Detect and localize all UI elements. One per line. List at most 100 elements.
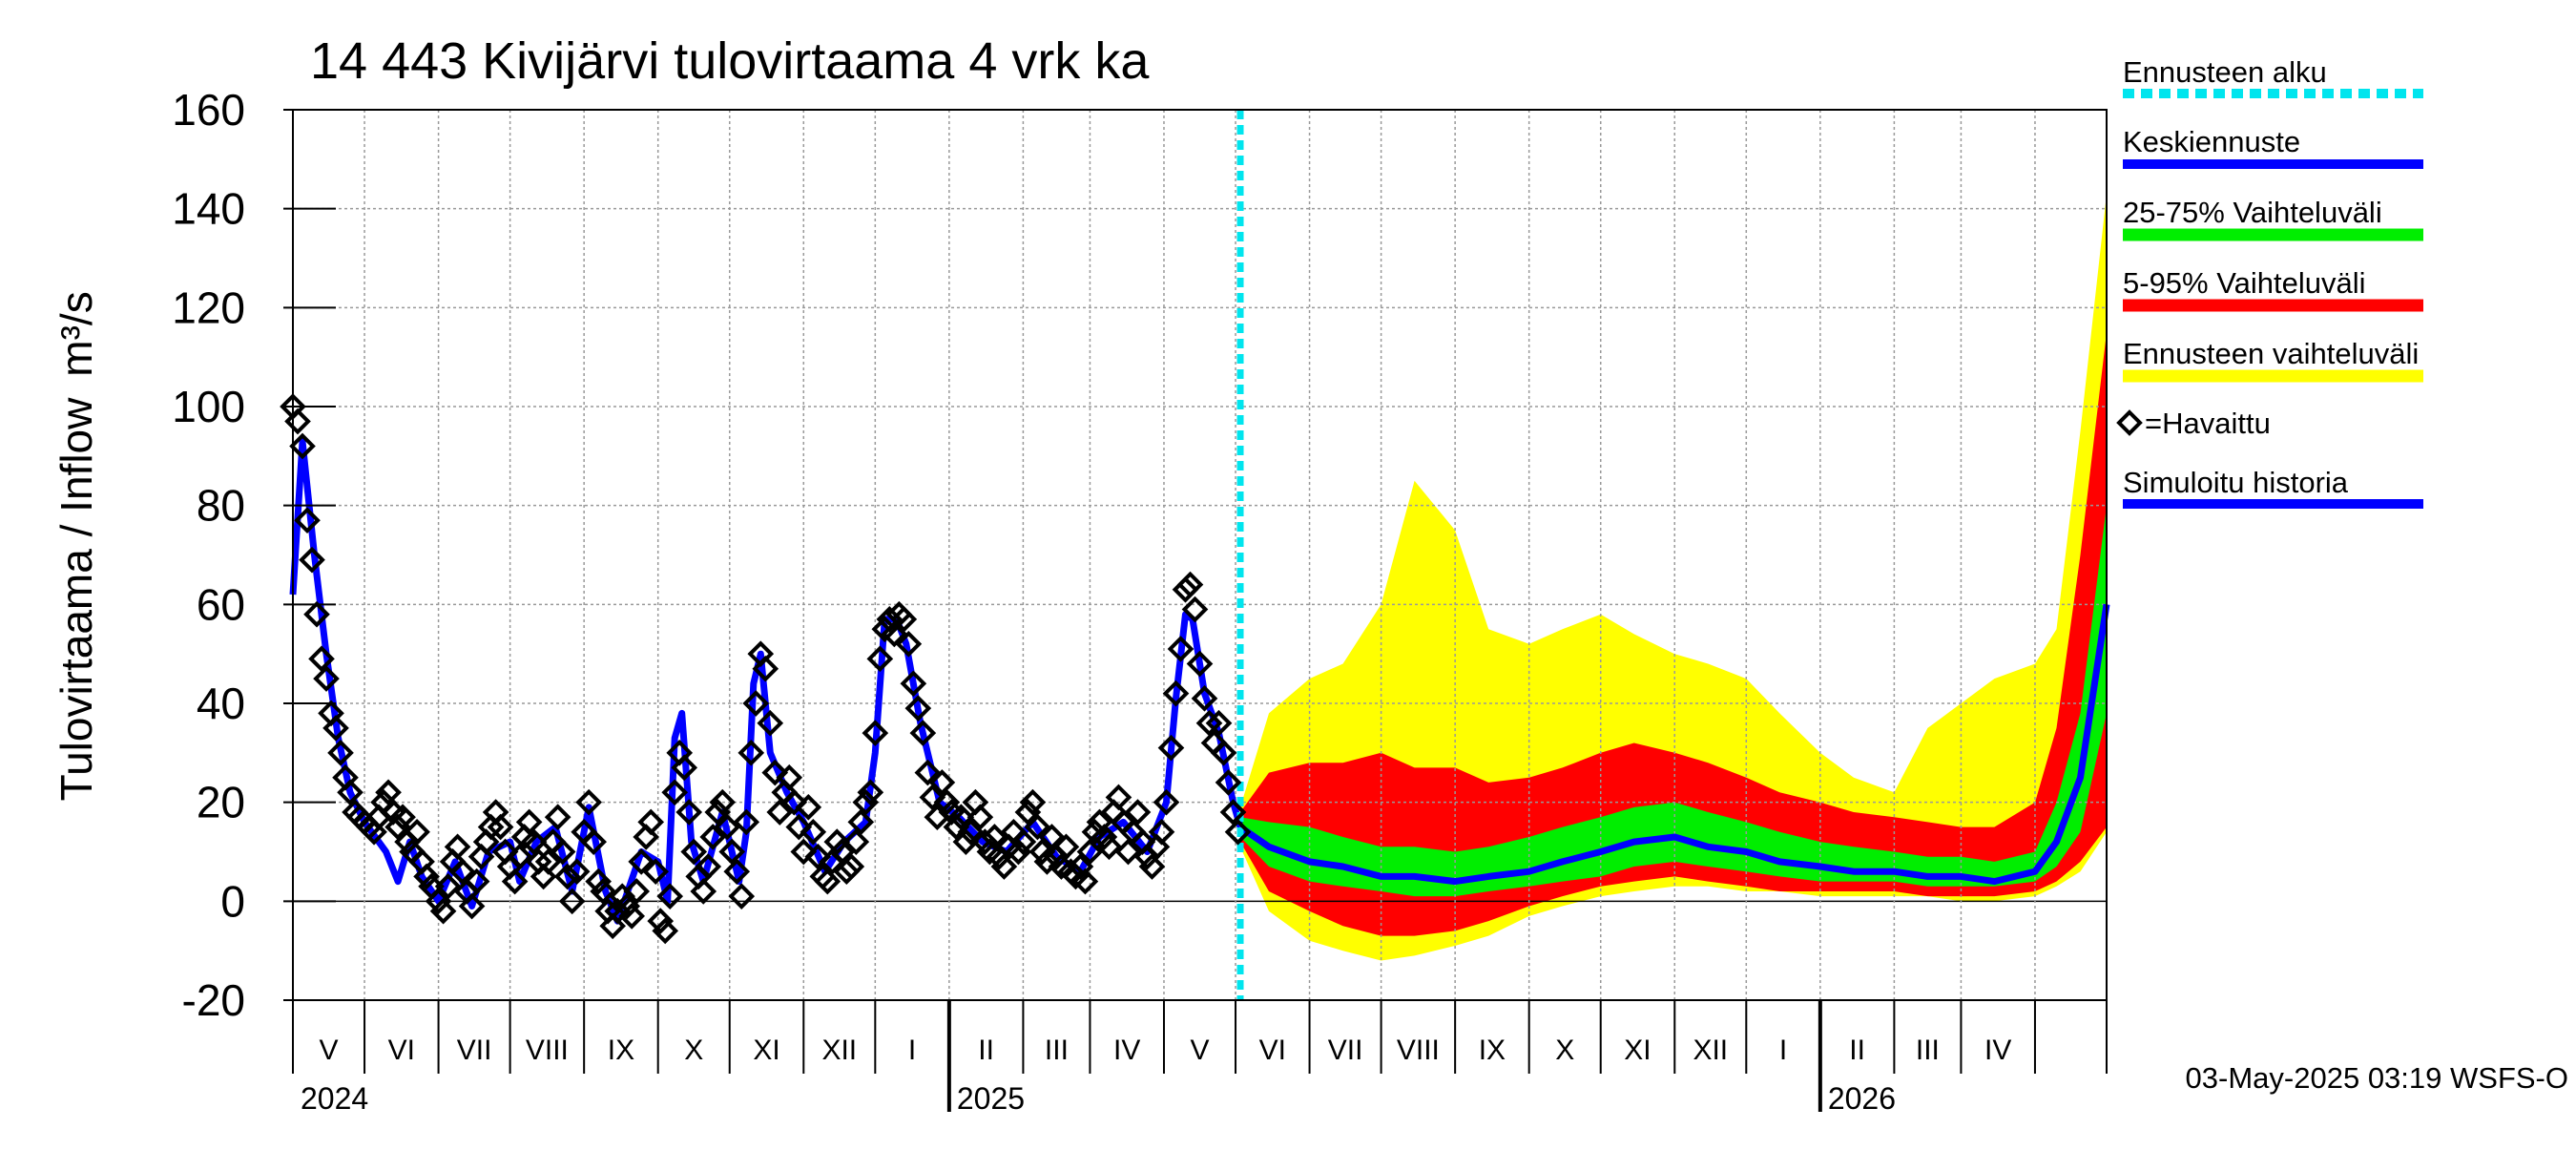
observed-point [575, 788, 602, 816]
observed-point [604, 897, 632, 925]
observed-point [563, 858, 591, 886]
observed-point [1167, 636, 1195, 662]
observed-point [637, 808, 665, 836]
observed-point [1038, 824, 1066, 850]
observed-point [506, 843, 533, 870]
x-month-label: XII [1693, 1035, 1728, 1066]
observed-point [1143, 833, 1171, 861]
observed-point [742, 690, 770, 717]
observed-point [477, 813, 505, 841]
plot-frame [292, 109, 2108, 1001]
observed-point [1148, 818, 1175, 846]
y-tick-label: 140 [172, 184, 245, 234]
observed-point [804, 843, 832, 870]
observed-point [313, 665, 340, 692]
forecast-bands [1240, 194, 2107, 961]
observed-point [1138, 853, 1166, 880]
legend-label: Ennusteen alku [2123, 55, 2327, 89]
observed-point [463, 868, 490, 895]
observed-point [425, 888, 452, 915]
observed-point [1191, 684, 1218, 712]
x-month-label: VI [1259, 1035, 1286, 1066]
observed-point [957, 818, 985, 846]
observed-point [900, 670, 927, 698]
observed-point [613, 892, 641, 920]
observed-point [544, 804, 571, 831]
x-month-label: II [978, 1035, 994, 1066]
observed-point [429, 897, 457, 925]
observed-point [361, 818, 387, 846]
observed-point [308, 645, 335, 673]
observed-point [933, 788, 961, 816]
observed-point [1019, 788, 1047, 816]
legend-label: =Havaittu [2145, 407, 2271, 440]
observed-point [501, 868, 529, 895]
observed-point [785, 813, 813, 841]
observed-point [1219, 799, 1247, 826]
observed-point [823, 828, 851, 855]
legend-label: 5-95% Vaihteluväli [2123, 266, 2365, 300]
observed-point [838, 853, 865, 880]
x-month-label: V [320, 1035, 339, 1066]
observed-point [656, 883, 684, 910]
x-year-label: 2024 [301, 1081, 368, 1116]
observed-point [1124, 799, 1152, 826]
observed-point [652, 917, 679, 945]
observed-point [833, 858, 861, 886]
x-month-label: X [684, 1035, 703, 1066]
observed-point [1114, 838, 1142, 866]
forecast-5-95-band [1240, 332, 2107, 936]
observed-point [847, 808, 875, 836]
observed-point [1172, 575, 1199, 603]
observed-point [1076, 838, 1104, 866]
observed-point [1157, 734, 1185, 762]
observed-point [800, 818, 827, 846]
observed-point [914, 759, 942, 786]
observed-point [1095, 833, 1123, 861]
x-month-label: VIII [1397, 1035, 1440, 1066]
observed-point [1186, 650, 1214, 678]
observed-point [472, 828, 500, 855]
observed-point [294, 507, 321, 534]
observed-point [647, 908, 675, 934]
observed-point [780, 788, 808, 816]
observed-point [728, 883, 756, 910]
y-axis-label: Tulovirtaama / Inflow [52, 397, 101, 801]
x-month-label: XII [821, 1035, 857, 1066]
observed-point [895, 630, 923, 658]
observed-point [515, 808, 543, 836]
legend-label: Ennusteen vaihteluväli [2123, 337, 2419, 370]
observed-point [828, 838, 856, 866]
observed-point [723, 858, 751, 886]
x-month-label: IX [608, 1035, 634, 1066]
observed-point [971, 828, 999, 855]
forecast-median-line [1238, 603, 2110, 886]
observed-point [919, 784, 946, 811]
observed-point [558, 888, 586, 915]
observed-point [795, 794, 822, 821]
observed-point [776, 763, 803, 791]
y-axis-unit: m³/s [52, 291, 101, 376]
observed-point [1071, 868, 1099, 895]
chart-title: 14 443 Kivijärvi tulovirtaama 4 vrk ka [310, 32, 1150, 90]
observed-point [862, 720, 889, 746]
observed-point [757, 709, 784, 737]
x-month-label: VII [1328, 1035, 1363, 1066]
observed-point [642, 858, 670, 886]
observed-point [1033, 848, 1061, 875]
footer-timestamp: 03-May-2025 03:19 WSFS-O [2186, 1061, 2568, 1095]
observed-point [947, 804, 975, 831]
x-month-label: IV [1113, 1035, 1140, 1066]
observed-point [1162, 680, 1190, 707]
observed-point [881, 620, 908, 648]
axes [283, 109, 2108, 1112]
x-month-label: I [1779, 1035, 1787, 1066]
observed-point [633, 824, 660, 850]
legend-label: 25-75% Vaihteluväli [2123, 196, 2382, 229]
observed-point [675, 799, 703, 826]
observed-point [337, 779, 364, 806]
observed-point [458, 892, 486, 920]
